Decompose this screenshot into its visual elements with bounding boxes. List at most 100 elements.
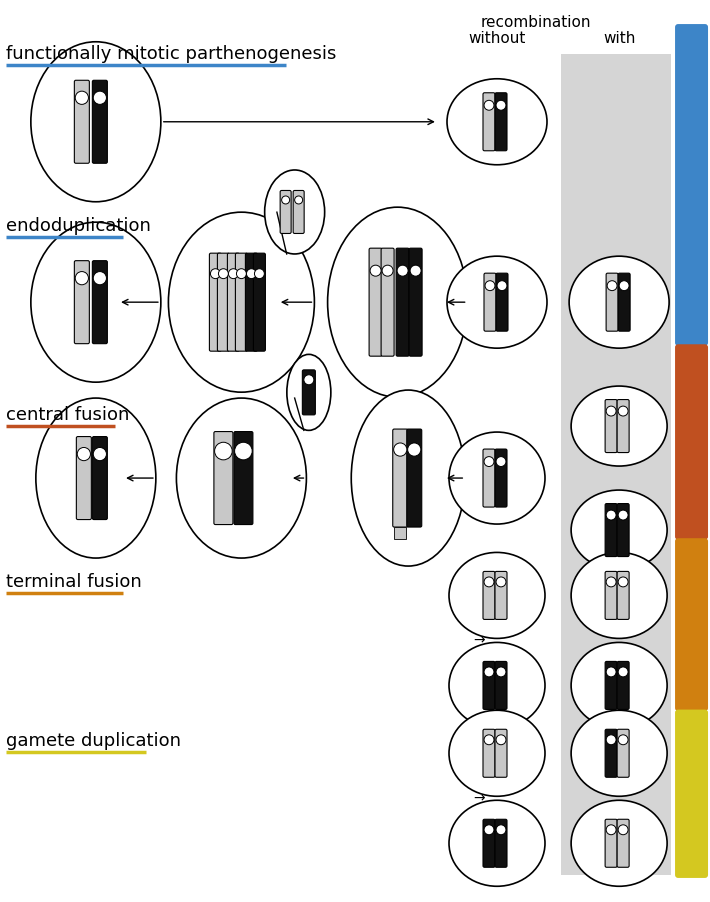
Circle shape <box>485 281 495 290</box>
Ellipse shape <box>571 490 667 570</box>
Circle shape <box>295 196 302 204</box>
Ellipse shape <box>351 390 465 566</box>
FancyBboxPatch shape <box>483 819 495 867</box>
FancyBboxPatch shape <box>234 431 253 525</box>
FancyBboxPatch shape <box>293 190 304 234</box>
FancyBboxPatch shape <box>606 273 618 331</box>
FancyBboxPatch shape <box>617 503 629 557</box>
Circle shape <box>484 735 494 745</box>
FancyBboxPatch shape <box>369 248 382 356</box>
Circle shape <box>496 667 506 676</box>
Ellipse shape <box>571 710 667 796</box>
FancyBboxPatch shape <box>214 431 233 525</box>
FancyBboxPatch shape <box>396 248 409 356</box>
Circle shape <box>497 281 507 290</box>
FancyBboxPatch shape <box>227 253 239 351</box>
Ellipse shape <box>287 354 331 430</box>
Ellipse shape <box>265 170 324 254</box>
FancyBboxPatch shape <box>617 400 629 453</box>
Ellipse shape <box>449 800 545 887</box>
FancyBboxPatch shape <box>75 80 89 163</box>
FancyBboxPatch shape <box>75 261 89 344</box>
Circle shape <box>496 735 506 745</box>
Text: →: → <box>474 633 485 648</box>
FancyBboxPatch shape <box>253 253 266 351</box>
FancyBboxPatch shape <box>618 273 630 331</box>
Circle shape <box>408 443 421 456</box>
Bar <box>561 54 671 875</box>
FancyBboxPatch shape <box>236 253 247 351</box>
FancyBboxPatch shape <box>605 400 617 453</box>
Circle shape <box>618 824 628 834</box>
Circle shape <box>618 735 628 745</box>
Circle shape <box>484 100 494 110</box>
FancyBboxPatch shape <box>483 730 495 778</box>
Circle shape <box>618 511 628 520</box>
FancyBboxPatch shape <box>675 538 708 711</box>
Circle shape <box>496 577 506 587</box>
Circle shape <box>254 269 264 279</box>
FancyBboxPatch shape <box>605 661 617 709</box>
Circle shape <box>75 272 89 285</box>
FancyBboxPatch shape <box>495 572 507 620</box>
FancyBboxPatch shape <box>280 190 291 234</box>
Circle shape <box>282 196 290 204</box>
Text: gamete duplication: gamete duplication <box>6 732 180 750</box>
Text: without: without <box>469 31 525 46</box>
Ellipse shape <box>447 78 547 165</box>
FancyBboxPatch shape <box>77 437 92 520</box>
Circle shape <box>484 667 494 676</box>
Circle shape <box>606 667 616 676</box>
Ellipse shape <box>449 432 545 524</box>
FancyBboxPatch shape <box>92 437 107 520</box>
Circle shape <box>496 100 506 110</box>
Circle shape <box>210 269 220 279</box>
Circle shape <box>93 91 106 105</box>
FancyBboxPatch shape <box>483 93 495 151</box>
Text: terminal fusion: terminal fusion <box>6 573 141 591</box>
Circle shape <box>606 577 616 587</box>
Ellipse shape <box>31 222 161 382</box>
Circle shape <box>606 735 616 745</box>
Circle shape <box>246 269 256 279</box>
Circle shape <box>93 272 106 285</box>
Circle shape <box>93 447 106 461</box>
FancyBboxPatch shape <box>675 710 708 878</box>
Circle shape <box>382 265 393 276</box>
Ellipse shape <box>168 212 315 392</box>
Circle shape <box>75 91 89 105</box>
FancyBboxPatch shape <box>495 93 507 151</box>
FancyBboxPatch shape <box>495 449 507 507</box>
FancyBboxPatch shape <box>496 273 508 331</box>
Circle shape <box>618 667 628 676</box>
Ellipse shape <box>571 386 667 466</box>
Circle shape <box>214 442 232 460</box>
FancyBboxPatch shape <box>92 80 107 163</box>
Circle shape <box>606 511 616 520</box>
FancyBboxPatch shape <box>617 819 629 867</box>
Circle shape <box>484 824 494 834</box>
Circle shape <box>234 442 252 460</box>
FancyBboxPatch shape <box>92 261 107 344</box>
Text: →: → <box>474 791 485 805</box>
Circle shape <box>370 265 381 276</box>
FancyBboxPatch shape <box>605 503 617 557</box>
FancyBboxPatch shape <box>617 661 629 709</box>
FancyBboxPatch shape <box>484 273 496 331</box>
Ellipse shape <box>449 710 545 796</box>
Circle shape <box>484 577 494 587</box>
Circle shape <box>496 824 506 834</box>
Ellipse shape <box>571 800 667 887</box>
Circle shape <box>410 265 421 276</box>
Circle shape <box>229 269 239 279</box>
FancyBboxPatch shape <box>209 253 222 351</box>
Circle shape <box>236 269 246 279</box>
FancyBboxPatch shape <box>217 253 229 351</box>
Circle shape <box>607 281 617 290</box>
Circle shape <box>397 265 408 276</box>
Ellipse shape <box>31 41 161 202</box>
FancyBboxPatch shape <box>605 730 617 778</box>
Ellipse shape <box>176 398 307 558</box>
FancyBboxPatch shape <box>495 661 507 709</box>
Circle shape <box>393 443 407 456</box>
